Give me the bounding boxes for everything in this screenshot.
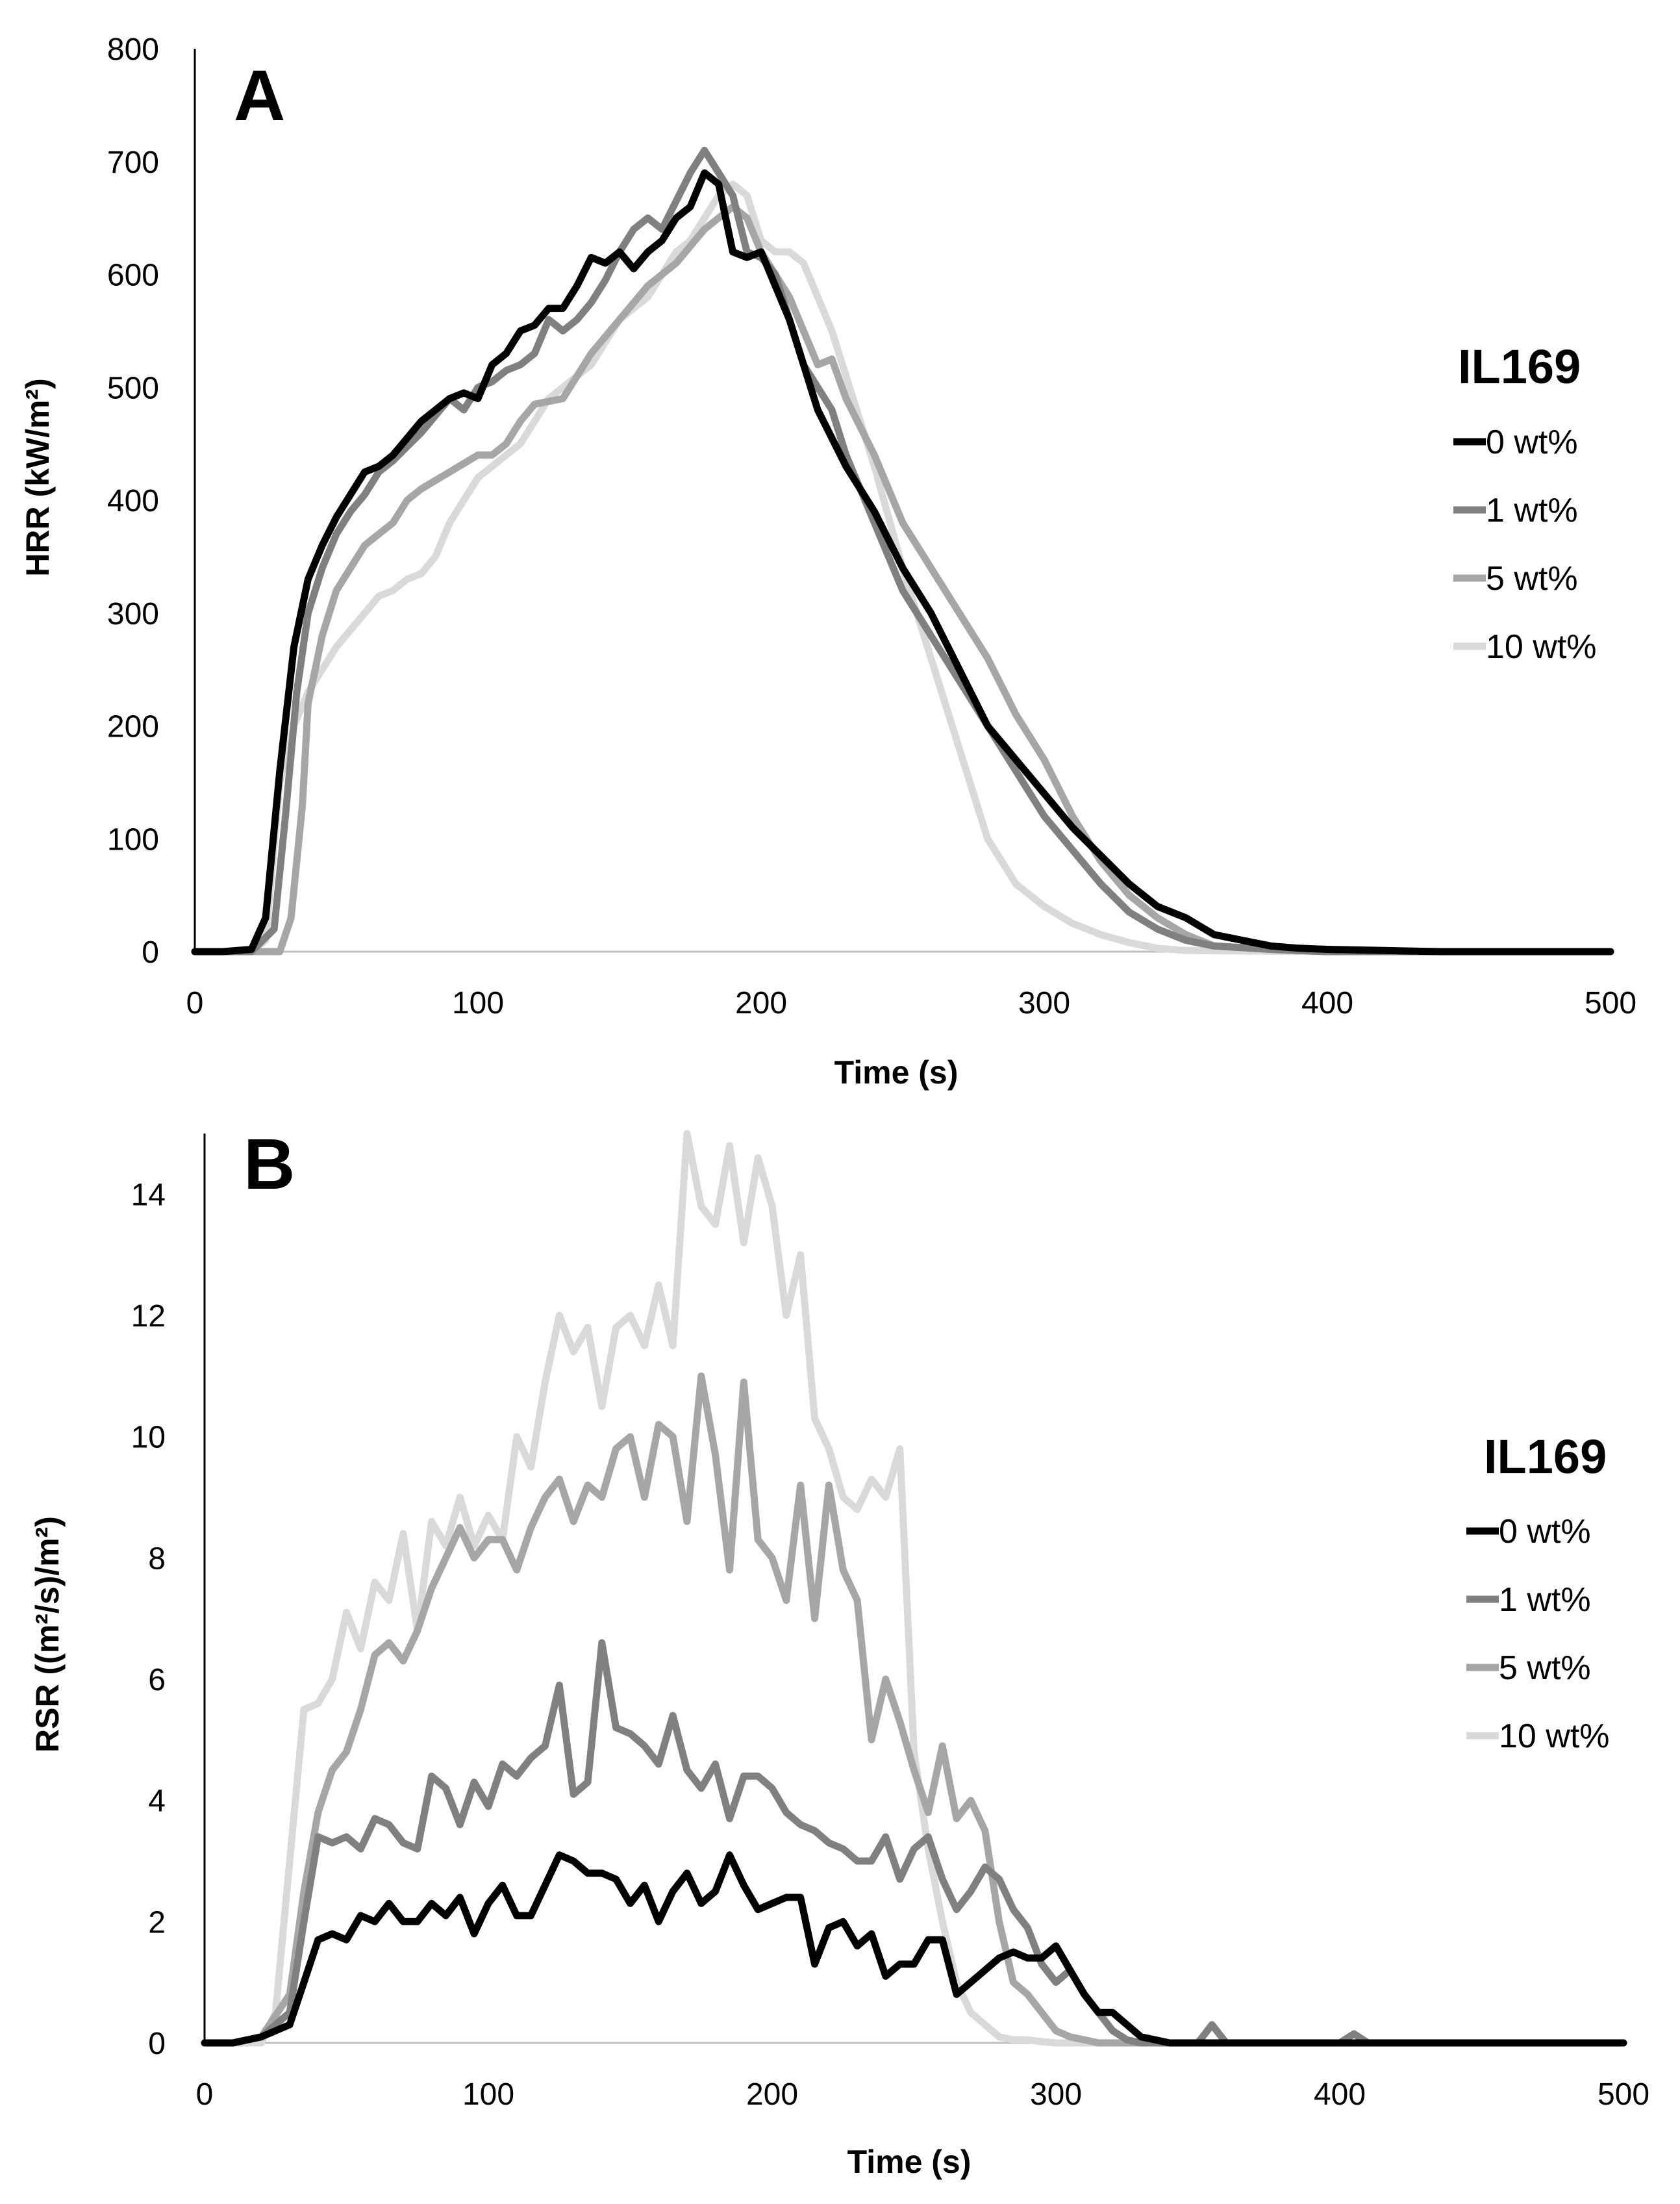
y-tick-label: 6 bbox=[148, 1663, 166, 1697]
y-tick-label: 4 bbox=[148, 1784, 166, 1819]
y-tick-label: 10 bbox=[131, 1421, 166, 1455]
y-tick-label: 14 bbox=[131, 1178, 166, 1212]
x-tick-label: 400 bbox=[1301, 986, 1353, 1020]
y-tick-label: 0 bbox=[142, 935, 159, 970]
legend-label: 1 wt% bbox=[1486, 492, 1578, 529]
y-tick-label: 200 bbox=[107, 710, 159, 744]
y-tick-label: 12 bbox=[131, 1299, 166, 1334]
x-tick-label: 200 bbox=[735, 986, 787, 1020]
x-tick-label: 400 bbox=[1314, 2077, 1366, 2112]
y-tick-label: 100 bbox=[107, 822, 159, 857]
panel-a: A 0 100 200 300 400 500 0 100 200 300 400 500 600 700… bbox=[19, 32, 1636, 1091]
legend-label: 5 wt% bbox=[1499, 1649, 1591, 1687]
x-tick-label: 300 bbox=[1030, 2077, 1082, 2112]
x-tick-label: 0 bbox=[196, 2077, 214, 2112]
panel-b-y-axis-title: RSR ((m²/s)/m²) bbox=[29, 1516, 66, 1753]
panel-b: B 0 100 200 300 400 500 0 2 4 6 8 10 12 14 RSR ((m²/s… bbox=[29, 1124, 1649, 2180]
panel-b-label: B bbox=[244, 1124, 295, 1204]
x-tick-label: 300 bbox=[1018, 986, 1070, 1020]
x-tick-label: 100 bbox=[462, 2077, 514, 2112]
y-tick-label: 0 bbox=[148, 2027, 166, 2061]
panel-a-x-axis-title: Time (s) bbox=[834, 1054, 959, 1091]
panel-a-legend-title: IL169 bbox=[1458, 340, 1581, 394]
panel-b-legend-title: IL169 bbox=[1484, 1430, 1607, 1484]
legend-label: 0 wt% bbox=[1499, 1513, 1591, 1551]
legend-label: 0 wt% bbox=[1486, 424, 1578, 461]
y-tick-label: 600 bbox=[107, 259, 159, 293]
y-tick-label: 400 bbox=[107, 484, 159, 518]
panel-b-plot-area: 0 100 200 300 400 500 0 2 4 6 8 10 12 14 bbox=[131, 1130, 1649, 2112]
y-tick-label: 700 bbox=[107, 146, 159, 180]
series-line-10-wt bbox=[201, 1130, 1627, 2047]
panel-b-x-axis-title: Time (s) bbox=[847, 2144, 972, 2180]
legend-label: 10 wt% bbox=[1499, 1717, 1610, 1755]
legend-label: 5 wt% bbox=[1486, 560, 1578, 598]
panel-a-legend: 0 wt% 1 wt% 5 wt% 10 wt% bbox=[1453, 424, 1597, 666]
x-tick-label: 500 bbox=[1585, 986, 1636, 1020]
y-tick-label: 800 bbox=[107, 32, 159, 67]
panel-a-plot-area: 0 100 200 300 400 500 0 100 200 300 400 500 600 700 80… bbox=[107, 32, 1636, 1020]
series-line-0-wt bbox=[201, 1851, 1627, 2047]
x-tick-label: 100 bbox=[452, 986, 504, 1020]
y-tick-label: 500 bbox=[107, 371, 159, 405]
panel-a-y-axis-title: HRR (kW/m²) bbox=[19, 378, 56, 577]
y-tick-label: 2 bbox=[148, 1905, 166, 1940]
x-tick-label: 0 bbox=[186, 986, 204, 1020]
series-line-10-wt bbox=[191, 181, 1614, 956]
y-tick-label: 8 bbox=[148, 1541, 166, 1576]
series-line-1-wt bbox=[191, 146, 1614, 956]
legend-label: 10 wt% bbox=[1486, 628, 1597, 666]
x-tick-label: 500 bbox=[1598, 2077, 1649, 2112]
legend-label: 1 wt% bbox=[1499, 1581, 1591, 1619]
series-line-1-wt bbox=[201, 1639, 1627, 2047]
panel-a-label: A bbox=[234, 56, 285, 136]
x-tick-label: 200 bbox=[746, 2077, 798, 2112]
y-tick-label: 300 bbox=[107, 597, 159, 631]
series-line-5-wt bbox=[201, 1372, 1627, 2047]
series-line-0-wt bbox=[191, 169, 1614, 956]
panel-b-legend: 0 wt% 1 wt% 5 wt% 10 wt% bbox=[1466, 1513, 1610, 1755]
